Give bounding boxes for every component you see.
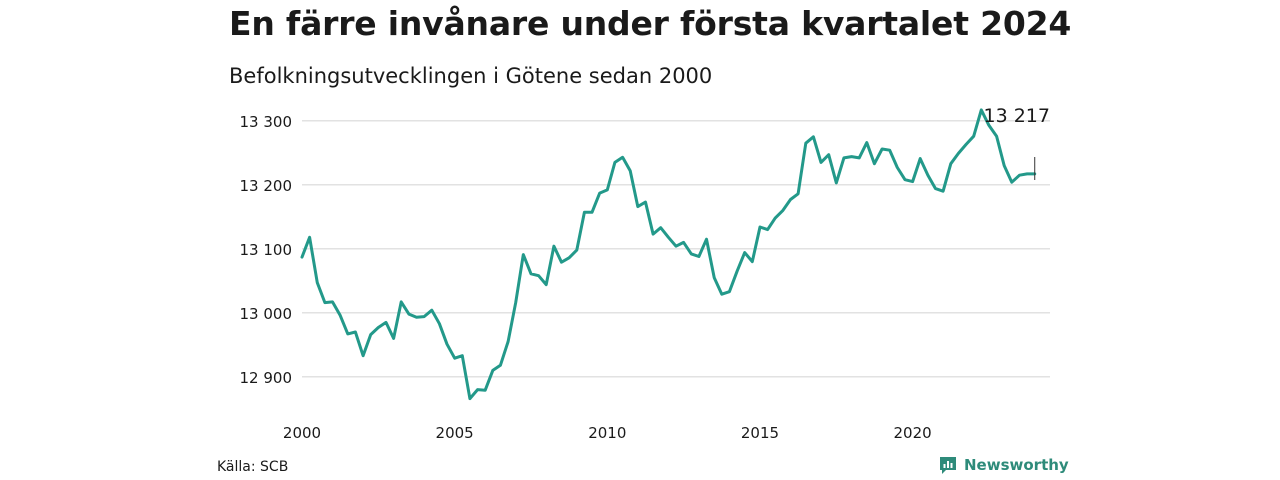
chart-title: En färre invånare under första kvartalet… [229,4,1072,43]
chart-subtitle: Befolkningsutvecklingen i Götene sedan 2… [229,64,713,88]
source-note: Källa: SCB [217,459,289,475]
y-axis-tick-labels: 12 900 13 000 13 100 13 200 13 300 [240,113,293,387]
x-tick-label: 2015 [741,424,779,442]
x-tick-label: 2010 [588,424,626,442]
brand-logo: Newsworthy [938,455,1069,475]
x-tick-label: 2005 [436,424,474,442]
y-tick-label: 13 100 [240,241,293,259]
x-axis-tick-labels: 2000 2005 2010 2015 2020 [283,424,932,442]
x-tick-label: 2020 [894,424,932,442]
y-tick-label: 13 000 [240,305,293,323]
brand-name: Newsworthy [964,456,1069,474]
x-tick-label: 2000 [283,424,321,442]
gridlines [302,120,1050,378]
y-tick-label: 13 200 [240,177,293,195]
population-line [300,108,1037,401]
newsworthy-icon [938,455,958,475]
y-tick-label: 13 300 [240,113,293,131]
y-tick-label: 12 900 [240,369,293,387]
end-value-label: 13 217 [983,105,1049,127]
